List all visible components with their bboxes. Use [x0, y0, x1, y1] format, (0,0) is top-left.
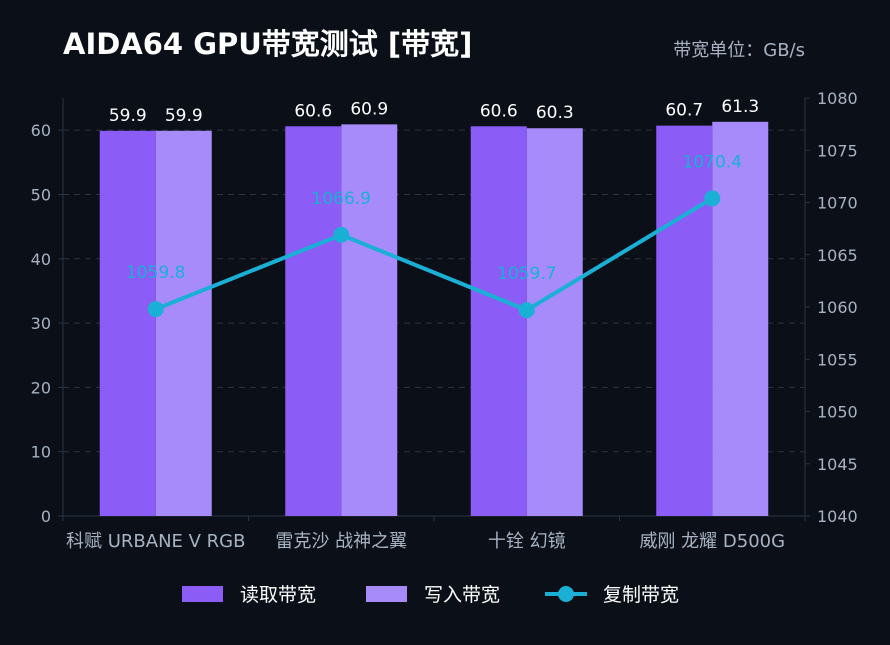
bar-read	[99, 130, 156, 516]
left-axis-tick-label: 20	[31, 378, 51, 397]
x-axis-category-label: 威刚 龙耀 D500G	[639, 531, 785, 552]
bar-data-label: 60.9	[350, 99, 388, 119]
bar-read	[656, 125, 713, 516]
right-axis-tick-label: 1045	[817, 455, 858, 474]
bar-read	[470, 126, 527, 517]
left-axis-tick-label: 0	[41, 507, 51, 526]
line-data-label: 1059.8	[126, 263, 185, 283]
left-axis-tick-label: 30	[31, 314, 51, 333]
copy-bandwidth-point	[518, 302, 535, 319]
copy-bandwidth-point	[333, 226, 350, 243]
line-data-label: 1070.4	[683, 152, 742, 172]
line-data-label: 1059.7	[497, 264, 556, 284]
right-axis-tick-label: 1080	[817, 89, 858, 108]
left-axis-tick-label: 10	[31, 443, 51, 462]
bar-write	[526, 128, 583, 516]
right-axis-tick-label: 1040	[817, 507, 858, 526]
legend-label: 写入带宽	[424, 584, 500, 606]
left-axis-tick-label: 50	[31, 185, 51, 204]
copy-bandwidth-point	[704, 190, 721, 207]
legend-label: 读取带宽	[240, 584, 316, 606]
bar-data-label: 60.7	[665, 101, 703, 121]
right-axis-tick-label: 1065	[817, 246, 858, 265]
bar-read	[285, 126, 342, 517]
right-axis-tick-label: 1055	[817, 350, 858, 369]
copy-bandwidth-point	[147, 301, 164, 318]
x-axis-category-label: 十铨 幻镜	[488, 531, 566, 552]
bar-data-label: 60.6	[480, 101, 518, 121]
legend-swatch	[182, 586, 223, 602]
right-axis-tick-label: 1050	[817, 403, 858, 422]
bar-data-label: 59.9	[165, 106, 203, 126]
legend-line-marker	[558, 586, 574, 602]
bar-data-label: 60.6	[294, 101, 332, 121]
legend-label: 复制带宽	[603, 584, 679, 606]
copy-bandwidth-line	[155, 196, 714, 313]
bar-write	[341, 124, 398, 517]
bar-write	[155, 130, 212, 516]
left-axis-tick-label: 40	[31, 250, 51, 269]
bar-write	[712, 121, 769, 516]
x-axis-category-label: 科赋 URBANE V RGB	[66, 531, 245, 552]
right-axis-tick-label: 1070	[817, 194, 858, 213]
left-axis-tick-label: 60	[31, 121, 51, 140]
chart-title: AIDA64 GPU带宽测试 [带宽]	[63, 27, 472, 61]
line-data-label: 1066.9	[312, 189, 371, 209]
unit-label: 带宽单位：GB/s	[673, 40, 805, 61]
right-axis-tick-label: 1060	[817, 298, 858, 317]
legend-swatch	[366, 586, 407, 602]
bar-data-label: 60.3	[536, 103, 574, 123]
x-axis-category-label: 雷克沙 战神之翼	[275, 531, 407, 552]
bar-data-label: 59.9	[109, 106, 147, 126]
right-axis-tick-label: 1075	[817, 141, 858, 160]
bar-data-label: 61.3	[721, 97, 759, 117]
